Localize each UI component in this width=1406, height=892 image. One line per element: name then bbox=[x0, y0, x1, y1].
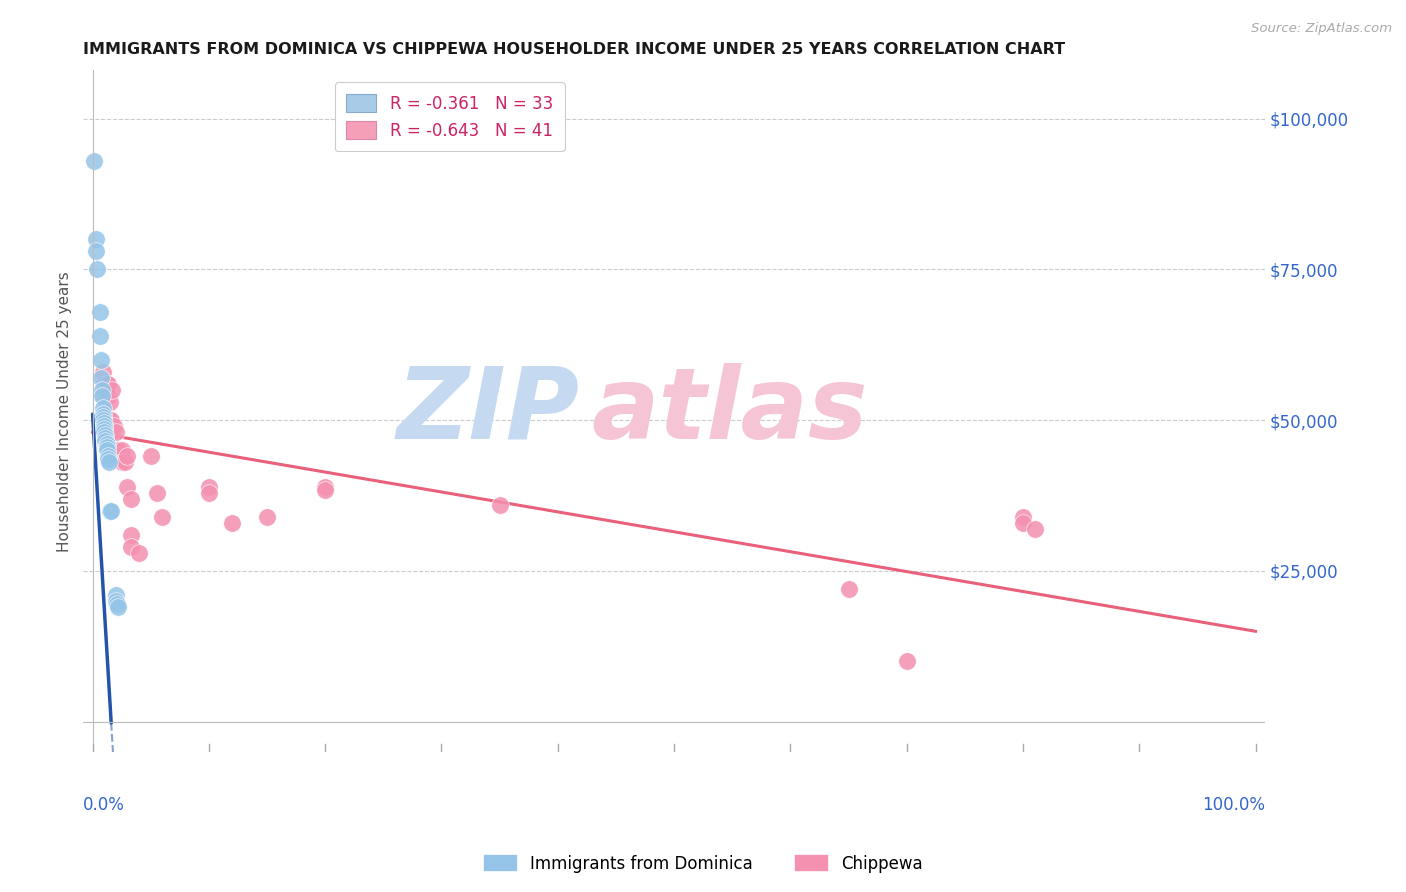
Point bbox=[120, 540, 142, 554]
Point bbox=[101, 425, 124, 440]
Point bbox=[198, 479, 221, 493]
Legend: Immigrants from Dominica, Chippewa: Immigrants from Dominica, Chippewa bbox=[477, 847, 929, 880]
Point bbox=[150, 509, 173, 524]
Point bbox=[837, 582, 859, 596]
Point bbox=[93, 416, 115, 430]
Legend: R = -0.361   N = 33, R = -0.643   N = 41: R = -0.361 N = 33, R = -0.643 N = 41 bbox=[335, 82, 565, 151]
Point bbox=[896, 655, 918, 669]
Point bbox=[96, 441, 118, 455]
Point bbox=[93, 377, 115, 392]
Point bbox=[111, 455, 134, 469]
Point bbox=[1012, 516, 1035, 530]
Point bbox=[96, 437, 118, 451]
Point bbox=[96, 443, 118, 458]
Point bbox=[314, 479, 336, 493]
Point bbox=[98, 395, 121, 409]
Text: atlas: atlas bbox=[592, 363, 868, 459]
Text: 0.0%: 0.0% bbox=[83, 797, 125, 814]
Point bbox=[104, 425, 127, 440]
Point bbox=[90, 383, 112, 397]
Text: IMMIGRANTS FROM DOMINICA VS CHIPPEWA HOUSEHOLDER INCOME UNDER 25 YEARS CORRELATI: IMMIGRANTS FROM DOMINICA VS CHIPPEWA HOU… bbox=[83, 42, 1066, 57]
Point bbox=[93, 425, 115, 440]
Point bbox=[111, 443, 134, 458]
Point bbox=[93, 419, 115, 434]
Point bbox=[93, 422, 115, 436]
Point bbox=[84, 244, 107, 259]
Point bbox=[96, 377, 118, 392]
Point bbox=[114, 455, 136, 469]
Point bbox=[91, 407, 114, 421]
Point bbox=[89, 328, 111, 343]
Point bbox=[91, 410, 114, 425]
Point bbox=[93, 389, 115, 403]
Text: ZIP: ZIP bbox=[396, 363, 579, 459]
Point bbox=[86, 262, 108, 277]
Point bbox=[103, 419, 125, 434]
Point bbox=[98, 425, 121, 440]
Point bbox=[97, 377, 120, 392]
Point bbox=[488, 498, 510, 512]
Y-axis label: Householder Income Under 25 years: Householder Income Under 25 years bbox=[58, 271, 72, 551]
Point bbox=[117, 479, 139, 493]
Text: 100.0%: 100.0% bbox=[1202, 797, 1265, 814]
Point bbox=[117, 450, 139, 464]
Point bbox=[107, 450, 129, 464]
Point bbox=[98, 504, 121, 518]
Point bbox=[83, 153, 105, 168]
Point bbox=[89, 304, 111, 318]
Point bbox=[101, 383, 124, 397]
Point bbox=[94, 434, 117, 449]
Point bbox=[120, 528, 142, 542]
Point bbox=[105, 597, 128, 611]
Point bbox=[97, 450, 120, 464]
Text: Source: ZipAtlas.com: Source: ZipAtlas.com bbox=[1251, 22, 1392, 36]
Point bbox=[98, 413, 121, 427]
Point bbox=[221, 516, 243, 530]
Point bbox=[256, 509, 278, 524]
Point bbox=[1024, 522, 1046, 536]
Point bbox=[100, 504, 122, 518]
Point bbox=[104, 588, 127, 602]
Point bbox=[198, 485, 221, 500]
Point bbox=[104, 443, 127, 458]
Point bbox=[90, 389, 112, 403]
Point bbox=[90, 371, 112, 385]
Point bbox=[314, 483, 336, 497]
Point bbox=[84, 232, 107, 246]
Point bbox=[97, 452, 120, 467]
Point bbox=[128, 546, 150, 560]
Point bbox=[91, 365, 114, 379]
Point bbox=[1012, 509, 1035, 524]
Point bbox=[91, 413, 114, 427]
Point bbox=[94, 428, 117, 442]
Point bbox=[100, 413, 122, 427]
Point bbox=[145, 485, 167, 500]
Point bbox=[107, 600, 129, 615]
Point bbox=[120, 491, 142, 506]
Point bbox=[97, 389, 120, 403]
Point bbox=[97, 455, 120, 469]
Point bbox=[90, 352, 112, 367]
Point bbox=[94, 431, 117, 445]
Point bbox=[91, 401, 114, 416]
Point bbox=[104, 594, 127, 608]
Point bbox=[139, 450, 162, 464]
Point bbox=[107, 443, 129, 458]
